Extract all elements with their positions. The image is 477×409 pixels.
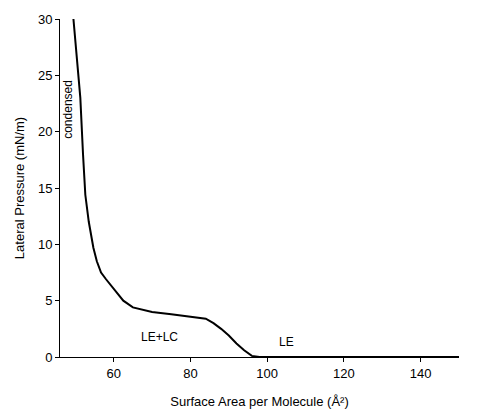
svg-text:Lateral Pressure (mN/m): Lateral Pressure (mN/m) xyxy=(12,117,27,259)
svg-text:LE: LE xyxy=(279,335,294,349)
svg-text:60: 60 xyxy=(106,366,120,381)
svg-text:15: 15 xyxy=(38,181,52,196)
svg-text:100: 100 xyxy=(256,366,278,381)
svg-text:condensed: condensed xyxy=(61,80,75,139)
svg-text:30: 30 xyxy=(38,12,52,27)
svg-text:25: 25 xyxy=(38,68,52,83)
svg-text:10: 10 xyxy=(38,237,52,252)
svg-text:0: 0 xyxy=(45,350,52,365)
svg-text:20: 20 xyxy=(38,124,52,139)
svg-text:140: 140 xyxy=(410,366,432,381)
svg-text:80: 80 xyxy=(183,366,197,381)
svg-text:120: 120 xyxy=(333,366,355,381)
svg-text:Surface Area per Molecule (Å²): Surface Area per Molecule (Å²) xyxy=(170,394,348,409)
svg-text:5: 5 xyxy=(45,293,52,308)
svg-text:LE+LC: LE+LC xyxy=(141,330,178,344)
